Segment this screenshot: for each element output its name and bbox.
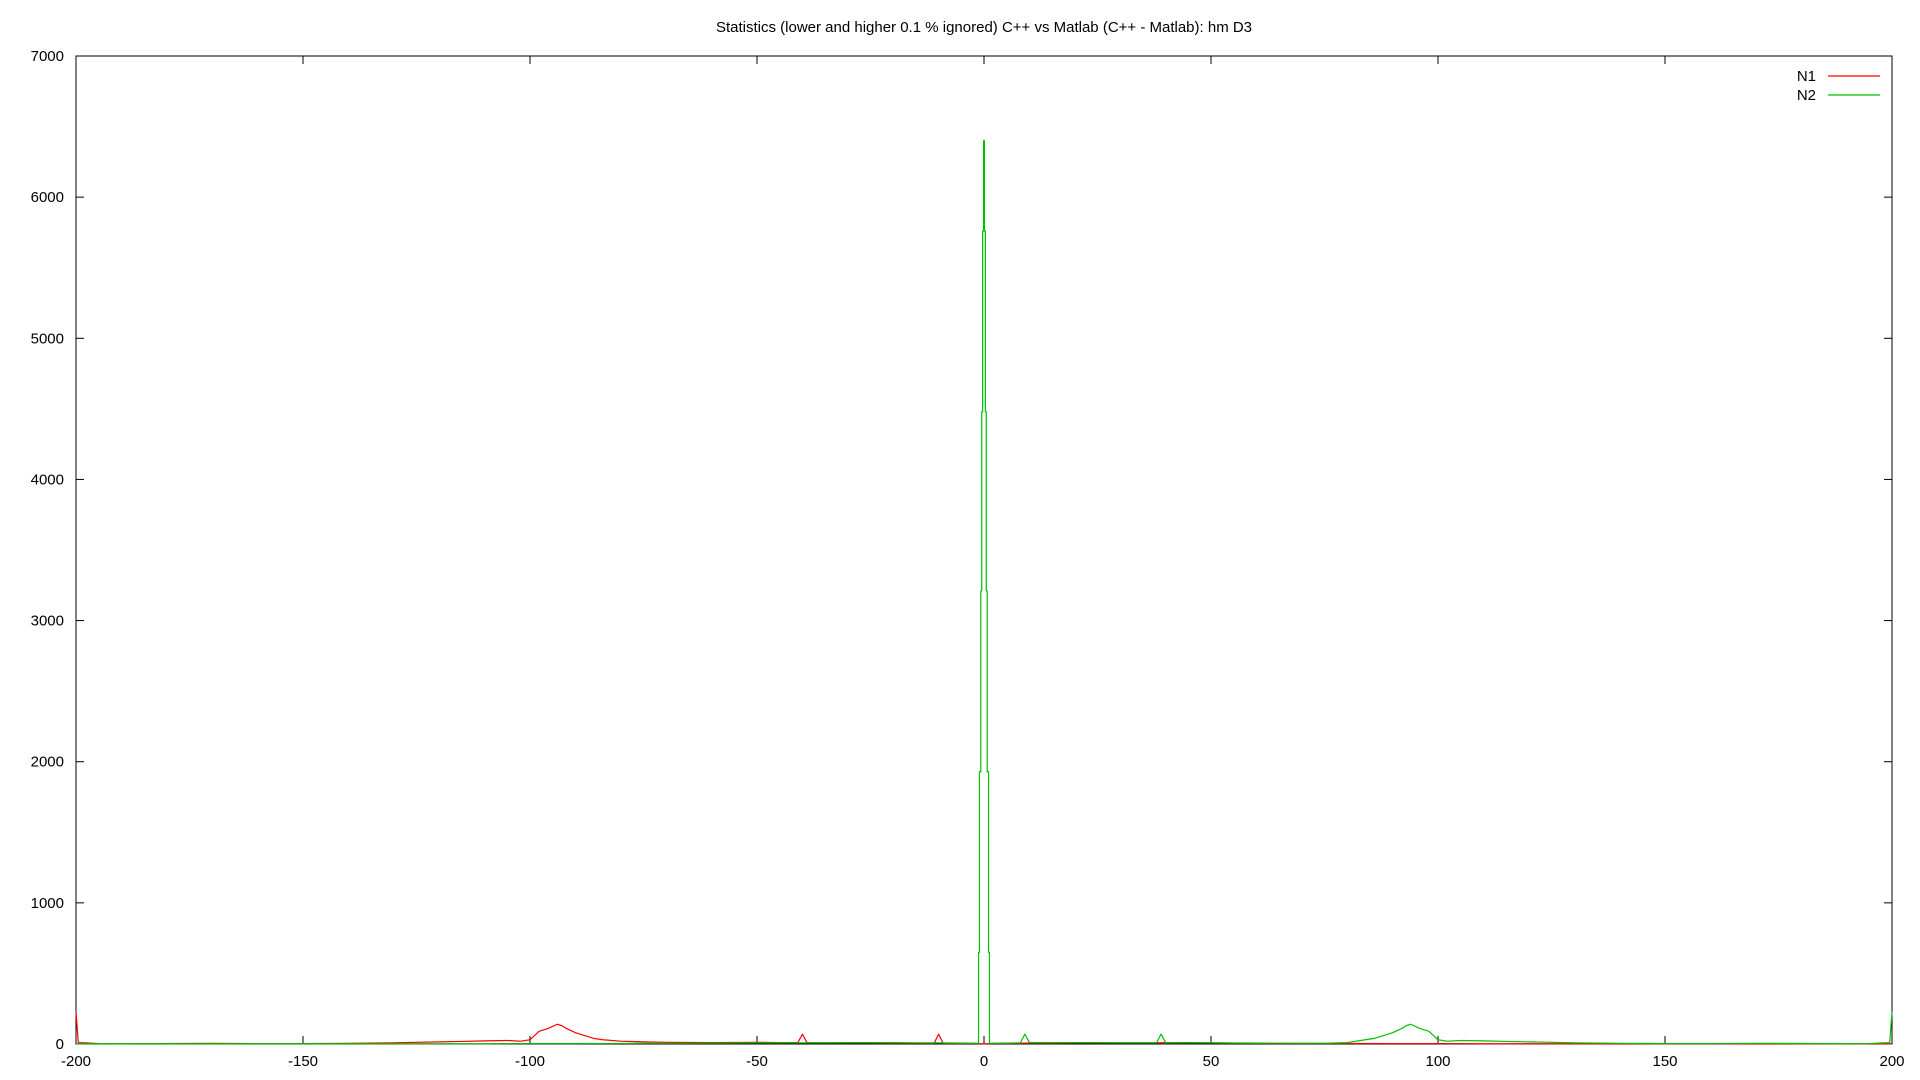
x-tick-label: 50 (1203, 1053, 1220, 1070)
y-tick-label: 7000 (31, 48, 64, 65)
axis-ticks: -200 -150 -100 -50 0 50 100 150 2000100020003000… (31, 48, 1905, 1070)
x-tick-label: -200 (61, 1053, 91, 1070)
x-tick-label: -50 (746, 1053, 768, 1070)
x-tick-label: -100 (515, 1053, 545, 1070)
x-tick-label: 150 (1652, 1053, 1677, 1070)
y-tick-label: 1000 (31, 895, 64, 912)
y-tick-label: 4000 (31, 471, 64, 488)
chart-title: Statistics (lower and higher 0.1 % ignor… (716, 19, 1252, 36)
x-tick-label: 0 (980, 1053, 988, 1070)
y-tick-label: 3000 (31, 613, 64, 630)
y-tick-label: 2000 (31, 754, 64, 771)
legend-label-n2: N2 (1797, 87, 1816, 104)
series-group (75, 140, 1893, 1045)
x-tick-label: 100 (1425, 1053, 1450, 1070)
x-tick-label: 200 (1879, 1053, 1904, 1070)
y-tick-label: 0 (56, 1036, 64, 1053)
x-tick-label: -150 (288, 1053, 318, 1070)
series-line-n2 (76, 140, 1893, 1045)
y-tick-label: 6000 (31, 189, 64, 206)
y-tick-label: 5000 (31, 330, 64, 347)
legend-label-n1: N1 (1797, 68, 1816, 85)
